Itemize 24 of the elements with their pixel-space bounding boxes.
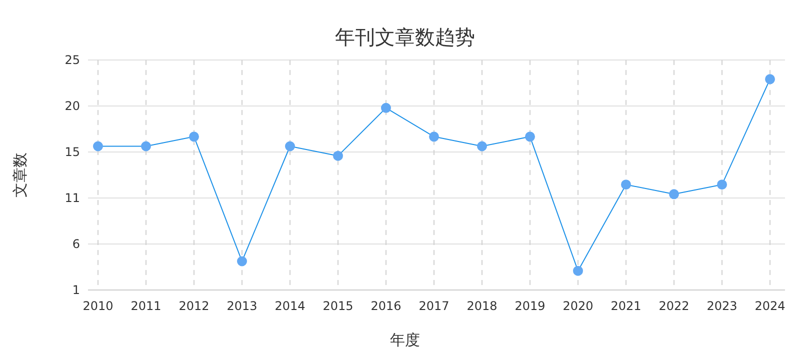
x-tick-label: 2019 [514, 299, 546, 313]
x-tick-label: 2021 [610, 299, 642, 313]
x-tick-label: 2012 [178, 299, 210, 313]
y-tick-label: 20 [64, 99, 80, 114]
y-tick-label: 25 [64, 53, 80, 68]
x-tick-label: 2024 [754, 299, 786, 313]
x-tick-label: 2022 [658, 299, 690, 313]
x-tick-label: 2016 [370, 299, 402, 313]
y-axis-title: 文章数 [11, 152, 29, 198]
x-tick-label: 2017 [418, 299, 450, 313]
x-tick-label: 2011 [130, 299, 162, 313]
x-tick-label: 2013 [226, 299, 258, 313]
x-tick-label: 2014 [274, 299, 306, 313]
x-tick-label: 2020 [562, 299, 594, 313]
x-tick-label: 2018 [466, 299, 498, 313]
chart-title: 年刊文章数趋势 [335, 25, 475, 49]
x-tick-label: 2015 [322, 299, 354, 313]
x-tick-label: 2023 [706, 299, 738, 313]
y-tick-label: 11 [64, 191, 80, 206]
x-tick-label: 2010 [82, 299, 114, 313]
y-tick-label: 6 [72, 237, 80, 252]
y-tick-label: 1 [72, 283, 80, 298]
x-axis-title: 年度 [390, 331, 420, 349]
y-tick-label: 15 [64, 145, 80, 160]
